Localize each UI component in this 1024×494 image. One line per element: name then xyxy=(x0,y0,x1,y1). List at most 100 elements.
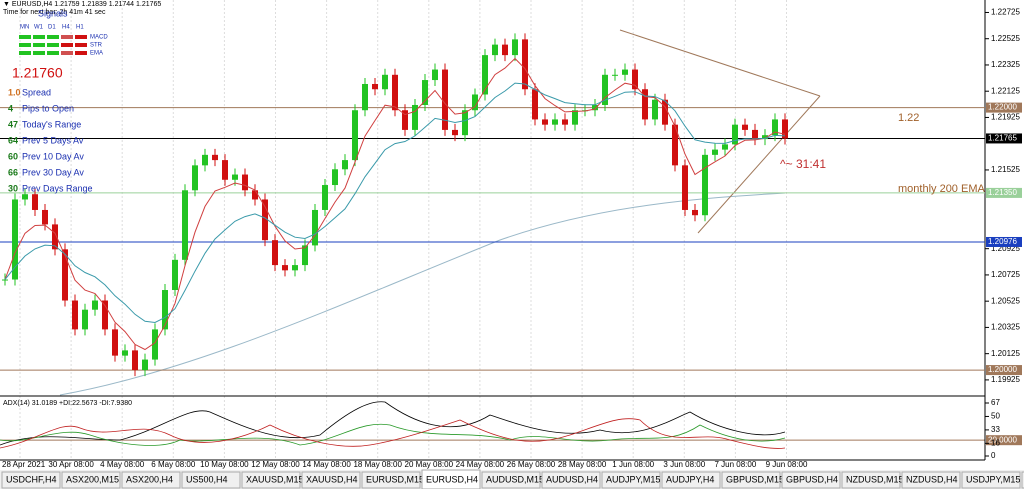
candle-body xyxy=(462,110,468,136)
tab[interactable] xyxy=(181,471,241,489)
tab-label[interactable]: AUDJPY,H4 xyxy=(666,474,714,484)
candle-body xyxy=(342,160,348,170)
candle-body xyxy=(132,350,138,371)
annotation: ^~ 31:41 xyxy=(780,157,826,171)
candle-body xyxy=(212,154,218,161)
tab[interactable] xyxy=(661,471,721,489)
candle-body xyxy=(192,165,198,191)
tab-label[interactable]: GBPUSD,H4 xyxy=(786,474,838,484)
candle-body xyxy=(62,249,68,301)
y-tick-label: 1.20325 xyxy=(991,323,1020,332)
price-label-box xyxy=(986,133,1022,144)
tab[interactable] xyxy=(961,471,1021,489)
tab-label[interactable]: XAUUSD,H4 xyxy=(306,474,358,484)
candle-body xyxy=(92,300,98,310)
tab[interactable] xyxy=(1021,471,1024,489)
stat-label: Prev 5 Days Av xyxy=(22,135,84,145)
candle-body xyxy=(42,209,48,225)
x-tick-label: 10 May 08:00 xyxy=(200,460,249,469)
stat-value: 30 xyxy=(8,183,18,193)
tab[interactable] xyxy=(241,471,301,489)
x-tick-label: 28 May 08:00 xyxy=(558,460,607,469)
signal-cell xyxy=(75,35,87,39)
candle-body xyxy=(232,174,238,180)
tab-label[interactable]: NZDUSD,M15 xyxy=(846,474,904,484)
indicator-name: EMA xyxy=(90,51,103,57)
tab-label[interactable]: NZDUSD,H4 xyxy=(906,474,958,484)
tab-label[interactable]: USDCHF,H4 xyxy=(6,474,57,484)
y-tick-label: 1.22125 xyxy=(991,86,1020,95)
tab[interactable] xyxy=(601,471,661,489)
candle-body xyxy=(112,329,118,356)
candle-body xyxy=(242,174,248,191)
tab[interactable] xyxy=(121,471,181,489)
x-tick-label: 9 Jun 08:00 xyxy=(766,460,808,469)
stat-value: 60 xyxy=(8,151,18,161)
x-tick-label: 20 May 08:00 xyxy=(405,460,454,469)
price-label-box xyxy=(986,365,1022,376)
adx-tick-label: 0 xyxy=(991,451,996,460)
price-label-box xyxy=(986,187,1022,198)
candle-body xyxy=(452,129,458,136)
signal-cell xyxy=(47,43,59,47)
bar-timer: Time for next bar: 2h 41m 41 sec xyxy=(3,9,106,16)
tab[interactable] xyxy=(481,471,541,489)
timeframe: W1 xyxy=(34,25,44,31)
y-tick-label: 1.22325 xyxy=(991,60,1020,69)
tab[interactable] xyxy=(721,471,781,489)
annotation: 1.22 xyxy=(898,112,919,124)
tab[interactable] xyxy=(781,471,841,489)
candle-body xyxy=(72,300,78,330)
indicator-name: MACD xyxy=(90,35,108,41)
candle-body xyxy=(52,224,58,250)
tab-label[interactable]: ASX200,H4 xyxy=(126,474,173,484)
tab-label[interactable]: XAUUSD,M15 xyxy=(246,474,304,484)
indicator-name: STR xyxy=(90,43,103,49)
stat-label: Spread xyxy=(22,87,51,97)
candle-body xyxy=(262,199,268,241)
time-axis: 28 Apr 2021 30 Apr 08:00 4 May 08:00 6 May … xyxy=(2,460,808,469)
candle-body xyxy=(682,165,688,210)
x-tick-label: 26 May 08:00 xyxy=(507,460,556,469)
adx-tick-label: 33 xyxy=(991,425,1000,434)
tab-label[interactable]: GBPUSD,M15 xyxy=(726,474,784,484)
tab-label[interactable]: EURUSD,H4 xyxy=(426,474,478,484)
tab[interactable] xyxy=(841,471,901,489)
tab-label[interactable]: AUDUSD,M15 xyxy=(486,474,544,484)
signal-cell xyxy=(75,43,87,47)
tab[interactable] xyxy=(1,471,61,489)
candle-body xyxy=(772,119,778,136)
candle-body xyxy=(352,110,358,161)
tab-label[interactable]: USDJPY,M15 xyxy=(966,474,1020,484)
candle-body xyxy=(532,89,538,120)
candle-body xyxy=(172,259,178,291)
candle-body xyxy=(32,194,38,210)
candle-body xyxy=(612,74,618,76)
tab[interactable] xyxy=(301,471,361,489)
stat-label: Prev Days Range xyxy=(22,183,93,193)
tab-label[interactable]: AUDJPY,M15 xyxy=(606,474,660,484)
candle-body xyxy=(382,74,388,90)
tab-label[interactable]: US500,H4 xyxy=(186,474,228,484)
tab[interactable] xyxy=(541,471,601,489)
y-tick-label: 1.20725 xyxy=(991,270,1020,279)
tab[interactable] xyxy=(61,471,121,489)
x-tick-label: 28 Apr 2021 xyxy=(2,460,46,469)
signal-cell xyxy=(61,43,73,47)
signal-panel: MN W1 D1 H4 H1 MACD STR EMA 1.0 Spread 4 Pips to Op… xyxy=(8,25,108,194)
candles xyxy=(2,33,788,377)
candle-body xyxy=(662,99,668,125)
tab[interactable] xyxy=(901,471,961,489)
candle-body xyxy=(422,80,428,105)
tab-label[interactable]: ASX200,M15 xyxy=(66,474,119,484)
x-tick-label: 6 May 08:00 xyxy=(151,460,196,469)
candle-body xyxy=(302,245,308,266)
candle-body xyxy=(602,74,608,105)
candle-body xyxy=(312,209,318,246)
tab[interactable] xyxy=(361,471,421,489)
x-tick-label: 14 May 08:00 xyxy=(302,460,351,469)
tab-label[interactable]: EURUSD,M15 xyxy=(366,474,424,484)
candle-body xyxy=(102,300,108,330)
candle-body xyxy=(782,119,788,139)
tab-label[interactable]: AUDUSD,H4 xyxy=(546,474,598,484)
